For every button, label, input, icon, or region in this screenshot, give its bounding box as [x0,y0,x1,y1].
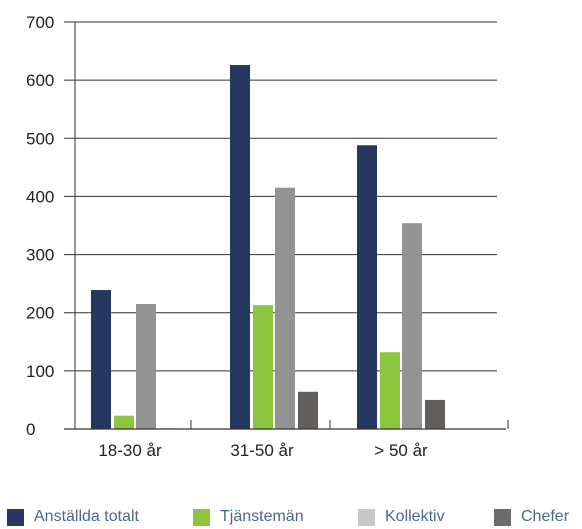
x-category-label: > 50 år [374,441,428,460]
bar [425,399,445,429]
bar [253,305,273,429]
legend-swatch [193,508,210,526]
legend-label: Chefer [521,508,570,525]
bar [298,391,318,429]
legend-item-kollektiv: Kollektiv [358,506,445,528]
bar [402,223,422,429]
y-tick-label: 400 [26,187,54,206]
bar [114,415,134,429]
legend-label: Tjänstemän [220,508,304,525]
legend-swatch [494,508,511,526]
axes [64,22,509,430]
legend: Anställda totalt Tjänstemän Kollektiv Ch… [0,506,582,528]
bar [380,352,400,429]
x-category-label: 31-50 år [230,441,294,460]
x-axis-category-labels: 18-30 år 31-50 år > 50 år [98,441,428,460]
y-tick-label: 700 [26,13,54,32]
legend-item-chefer: Chefer [494,506,569,528]
bar [357,145,377,429]
y-tick-label: 300 [26,246,54,265]
legend-item-anstallda-totalt: Anställda totalt [7,506,139,528]
bars [91,65,445,430]
legend-swatch [358,508,375,526]
legend-item-tjanstemaen: Tjänstemän [193,506,304,528]
y-tick-label: 100 [26,362,54,381]
legend-label: Anställda totalt [34,508,139,525]
bar [230,65,250,430]
legend-swatch [7,508,24,526]
legend-label: Kollektiv [385,508,445,525]
y-tick-label: 0 [26,420,35,439]
bar [275,187,295,429]
y-tick-label: 500 [26,129,54,148]
bar [136,303,156,429]
y-tick-label: 600 [26,71,54,90]
bar [91,290,111,429]
y-tick-label: 200 [26,304,54,323]
y-axis-tick-labels: 0 100 200 300 400 500 600 700 [26,13,54,439]
x-category-label: 18-30 år [98,441,162,460]
